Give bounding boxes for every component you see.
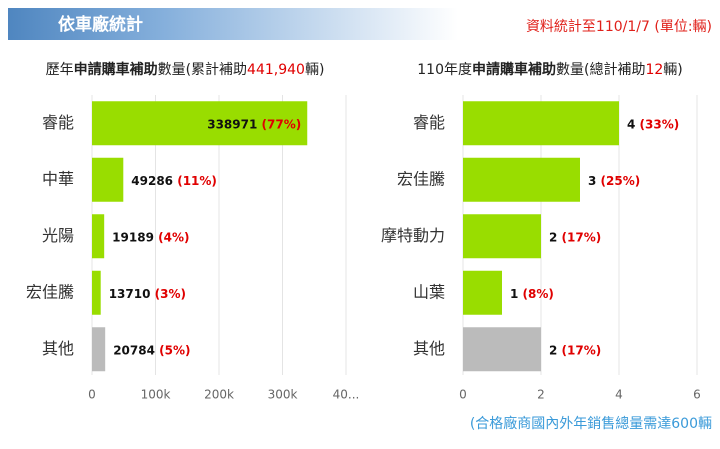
data-label: 2 (17%) (549, 343, 601, 357)
title-part: 110年度 (417, 62, 472, 78)
percent-label: (77%) (262, 117, 302, 131)
title-part: 數量(累計補助 (158, 62, 247, 78)
data-label: 1 (8%) (510, 286, 554, 300)
category-label: 山葉 (413, 282, 445, 301)
category-label: 睿能 (42, 113, 74, 132)
category-label: 其他 (42, 339, 74, 358)
bar (92, 214, 105, 259)
value-label: 19189 (112, 230, 154, 244)
title-part: 申請購車補助 (472, 61, 556, 78)
percent-label: (17%) (562, 230, 602, 244)
title-part: 歷年 (46, 62, 74, 78)
percent-label: (11%) (177, 173, 217, 187)
percent-label: (33%) (640, 117, 680, 131)
bar (463, 101, 619, 146)
data-label: 3 (25%) (588, 173, 640, 187)
value-label: 2 (549, 230, 557, 244)
chart-title: 110年度申請購車補助數量(總計補助12輛) (417, 61, 683, 78)
data-label: 20784 (5%) (113, 343, 190, 357)
data-label: 4 (33%) (627, 117, 679, 131)
data-label: 49286 (11%) (131, 173, 217, 187)
category-label: 摩特動力 (381, 226, 445, 245)
bar (92, 101, 308, 146)
percent-label: (3%) (155, 286, 186, 300)
title-part: 申請購車補助 (74, 61, 158, 78)
title-part: 數量(總計補助 (556, 61, 645, 78)
bar (92, 157, 124, 202)
value-label: 49286 (131, 173, 173, 187)
category-label: 宏佳騰 (397, 169, 445, 188)
header-note: 資料統計至110/1/7 (單位:輛) (526, 19, 712, 35)
x-tick-label: 6 (693, 388, 701, 402)
category-label: 中華 (42, 169, 74, 188)
percent-label: (4%) (158, 230, 189, 244)
value-label: 338971 (207, 117, 257, 131)
x-tick-label: 4 (615, 388, 623, 402)
x-tick-label: 300k (268, 388, 298, 402)
header-title: 依車廠統計 (58, 14, 143, 35)
category-label: 宏佳騰 (26, 282, 74, 301)
value-label: 4 (627, 117, 635, 131)
x-tick-label: 0 (459, 388, 467, 402)
value-label: 3 (588, 173, 596, 187)
x-tick-label: 40... (333, 388, 360, 402)
chart-title: 歷年申請購車補助數量(累計補助441,940輛) (46, 61, 325, 78)
value-label: 2 (549, 343, 557, 357)
x-tick-label: 200k (204, 388, 234, 402)
plots: 0 100k 200k 300k 40... 睿能 338971 (77%) 中華 49286 … (26, 95, 701, 402)
data-label: 2 (17%) (549, 230, 601, 244)
category-label: 其他 (413, 339, 445, 358)
title-part: 12 (645, 62, 663, 78)
x-tick-label: 2 (537, 388, 545, 402)
title-part: 輛) (305, 62, 324, 78)
category-label: 睿能 (413, 113, 445, 132)
bar (92, 270, 101, 315)
value-label: 1 (510, 286, 518, 300)
x-tick-label: 0 (88, 388, 96, 402)
bar (92, 327, 106, 372)
percent-label: (25%) (601, 173, 641, 187)
value-label: 20784 (113, 343, 155, 357)
header-bar (8, 8, 458, 40)
title-part: 輛) (663, 62, 682, 78)
bar (463, 214, 541, 259)
x-tick-label: 100k (141, 388, 171, 402)
bar (463, 327, 541, 372)
footer-note: (合格廠商國內外年銷售總量需達600輛 (470, 415, 712, 432)
percent-label: (8%) (523, 286, 554, 300)
data-label: 19189 (4%) (112, 230, 189, 244)
percent-label: (5%) (159, 343, 190, 357)
value-label: 13710 (109, 286, 151, 300)
data-label: 338971 (77%) (207, 117, 301, 131)
title-part: 441,940 (247, 62, 305, 78)
category-label: 光陽 (42, 226, 74, 245)
data-label: 13710 (3%) (109, 286, 186, 300)
percent-label: (17%) (562, 343, 602, 357)
bar (463, 270, 502, 315)
bar (463, 157, 580, 202)
